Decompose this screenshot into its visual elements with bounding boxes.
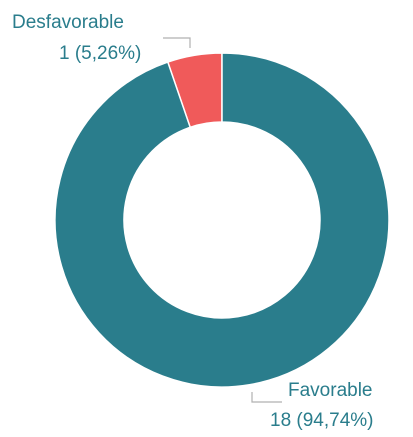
slice-label-desfavorable-value: 1 (5,26%) [59,43,141,64]
slices-group [54,52,390,388]
slice-label-favorable-name: Favorable [288,380,373,401]
slice-label-favorable-value: 18 (94,74%) [270,410,374,431]
slice-label-desfavorable-name: Desfavorable [12,12,124,33]
donut-slice-favorable [54,52,390,388]
labels-group: Desfavorable 1 (5,26%) Favorable 18 (94,… [12,12,374,431]
leader-lines-group [163,37,282,403]
leader-line-desfavorable [163,37,191,48]
leader-line-favorable [251,392,282,403]
